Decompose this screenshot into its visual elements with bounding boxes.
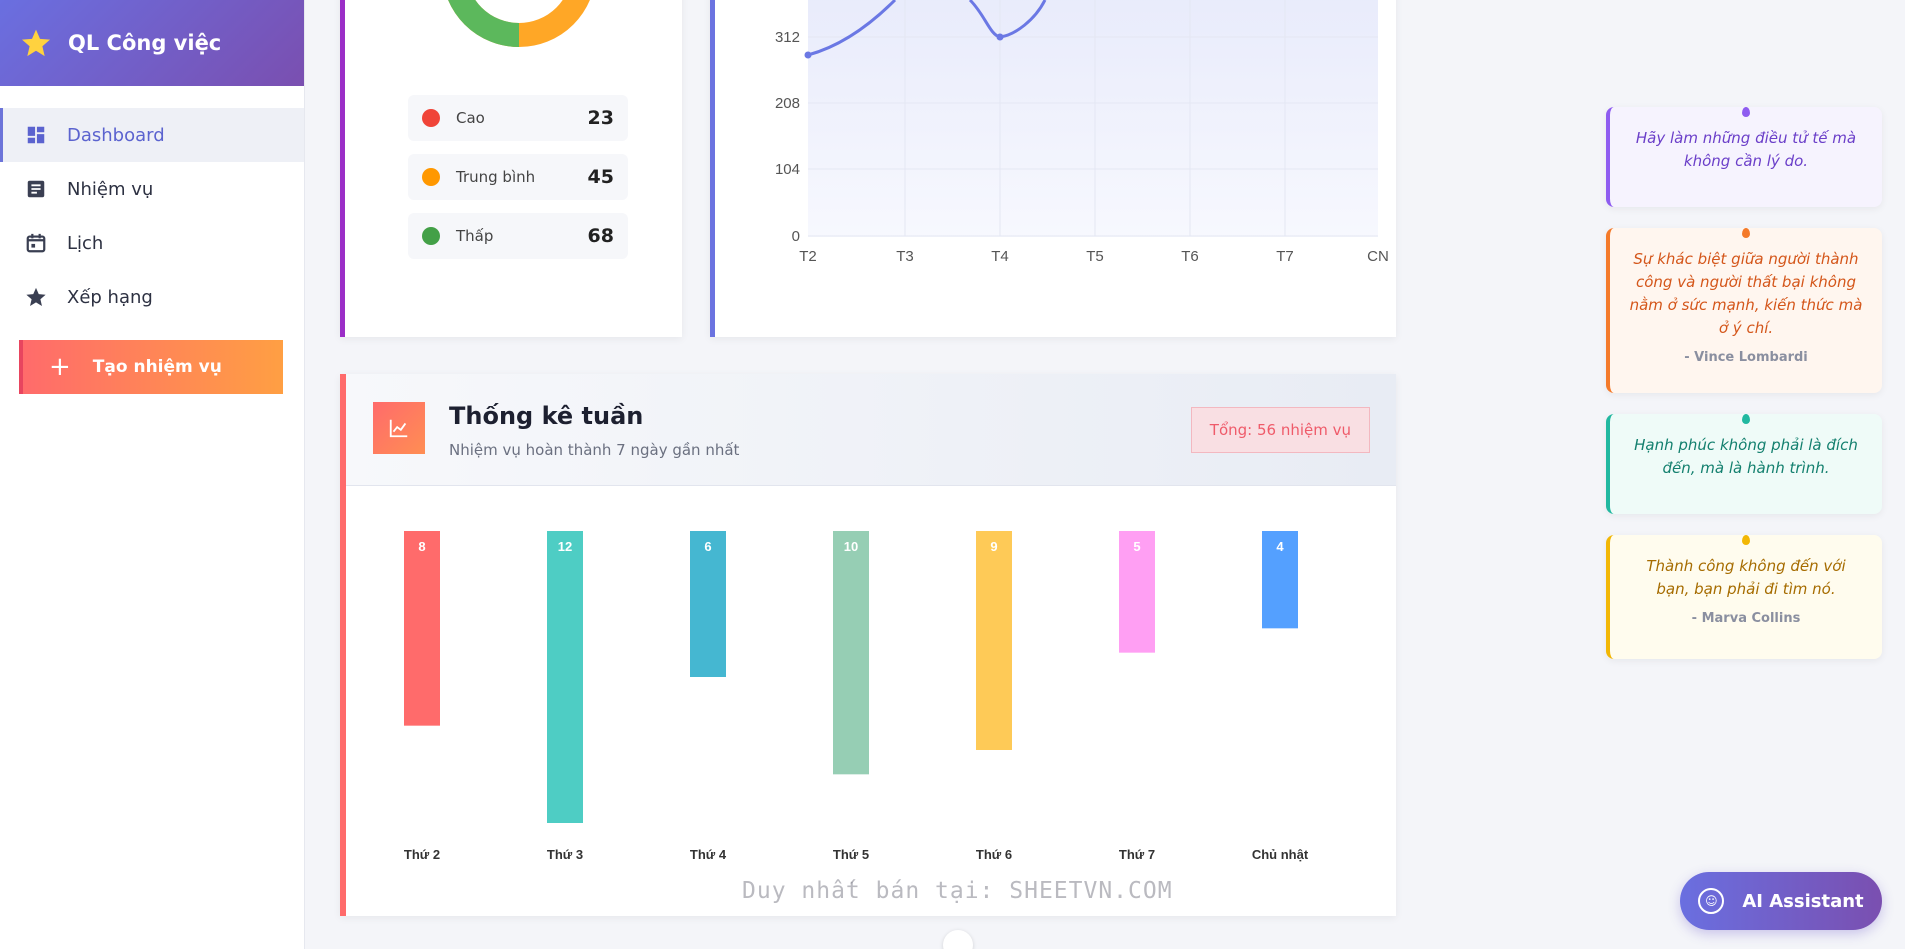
priority-count: 68 [587,225,614,247]
app-title: QL Công việc [68,31,222,55]
bar-4[interactable] [833,531,869,775]
bar-1[interactable] [404,531,440,726]
quote-card: Sự khác biệt giữa người thành công và ng… [1606,228,1882,393]
x-tick-label: CN [1367,248,1389,265]
footer-logo-icon[interactable] [943,930,973,949]
priority-row-medium: Trung bình 45 [408,154,628,200]
x-tick-label: T4 [991,248,1009,265]
sidebar: QL Công việc Dashboard Nhiệm vụ Lịch Xếp… [0,0,305,949]
trend-line-chart: 312 208 104 0 T2 T3 T4 T5 T6 T7 CN [775,0,1389,265]
bar-value-label: 10 [844,539,858,554]
ai-assistant-label: AI Assistant [1742,890,1864,912]
create-task-button[interactable]: + Tạo nhiệm vụ [19,340,283,394]
sidebar-item-calendar[interactable]: Lịch [0,216,304,270]
priority-dot [422,168,440,186]
donut-segment-low [448,0,520,47]
category-label: Chủ nhật [1252,847,1309,862]
quote-card: Thành công không đến với bạn, bạn phải đ… [1606,535,1882,659]
sidebar-item-label: Dashboard [67,124,165,146]
pin-icon [1742,107,1750,117]
weekly-bar-chart: 8 Thứ 2 12 Thứ 3 6 Thứ 4 10 Thứ 5 9 Thứ 6 5 Thứ 7 4 C… [404,531,1309,862]
star-logo-icon [20,27,52,59]
y-tick-label: 208 [775,95,800,112]
weekly-stats-card: Thống kê tuần Nhiệm vụ hoàn thành 7 ngày… [340,374,1396,916]
create-task-label: Tạo nhiệm vụ [92,357,222,377]
priority-row-low: Thấp 68 [408,213,628,259]
total-tasks-badge: Tổng: 56 nhiệm vụ [1190,407,1370,453]
sidebar-nav: Dashboard Nhiệm vụ Lịch Xếp hạng [0,108,304,324]
priority-count: 23 [587,107,614,129]
quote-text: Thành công không đến với bạn, bạn phải đ… [1646,557,1846,598]
sidebar-item-label: Nhiệm vụ [67,178,154,200]
priority-label: Trung bình [456,168,536,186]
sidebar-item-dashboard[interactable]: Dashboard [0,108,304,162]
robot-icon: ☺ [1698,888,1725,914]
category-label: Thứ 3 [547,847,583,862]
brand-header[interactable]: QL Công việc [0,0,304,86]
weekly-stats-title: Thống kê tuần [449,402,644,430]
weekly-stats-subtitle: Nhiệm vụ hoàn thành 7 ngày gần nhất [449,441,740,459]
x-tick-label: T7 [1276,248,1294,265]
category-label: Thứ 6 [976,847,1012,862]
sidebar-item-ranking[interactable]: Xếp hạng [0,270,304,324]
quote-text: Hãy làm những điều tử tế mà không cần lý… [1635,129,1857,170]
pin-icon [1742,414,1750,424]
y-tick-label: 0 [792,228,800,245]
bar-5[interactable] [976,531,1012,750]
bar-value-label: 12 [558,539,572,554]
priority-row-high: Cao 23 [408,95,628,141]
x-tick-label: T5 [1086,248,1104,265]
chart-line-icon [373,402,425,454]
star-icon [24,285,48,309]
sidebar-item-tasks[interactable]: Nhiệm vụ [0,162,304,216]
pin-icon [1742,535,1750,545]
priority-label: Cao [456,109,485,127]
sidebar-item-label: Xếp hạng [67,286,153,308]
quote-text: Hạnh phúc không phải là đích đến, mà là … [1634,436,1858,477]
quote-card: Hạnh phúc không phải là đích đến, mà là … [1606,414,1882,514]
calendar-icon [24,231,48,255]
watermark-text: Duy nhất bán tại: SHEETVN.COM [742,878,1173,904]
priority-donut-chart [440,0,598,60]
bar-3[interactable] [690,531,726,677]
pin-icon [1742,228,1750,238]
y-tick-label: 312 [775,29,800,46]
priority-card: Cao 23 Trung bình 45 Thấp 68 [340,0,682,337]
trend-point [804,51,812,59]
bar-value-label: 8 [418,539,425,554]
task-list-icon [24,177,48,201]
quote-card: Hãy làm những điều tử tế mà không cần lý… [1606,107,1882,207]
category-label: Thứ 4 [690,847,727,862]
weekly-stats-header: Thống kê tuần Nhiệm vụ hoàn thành 7 ngày… [346,374,1396,486]
bar-value-label: 5 [1133,539,1140,554]
dashboard-icon [24,123,48,147]
priority-count: 45 [587,166,614,188]
quote-author: - Marva Collins [1691,611,1801,626]
quote-text: Sự khác biệt giữa người thành công và ng… [1629,250,1863,337]
bar-7[interactable] [1262,531,1298,629]
trend-line-card: 312 208 104 0 T2 T3 T4 T5 T6 T7 CN [710,0,1396,337]
category-label: Thứ 7 [1119,847,1155,862]
bar-value-label: 9 [990,539,997,554]
trend-point [996,33,1004,41]
bar-value-label: 6 [704,539,711,554]
x-tick-label: T2 [799,248,817,265]
category-label: Thứ 2 [404,847,440,862]
bar-2[interactable] [547,531,583,823]
y-tick-label: 104 [775,161,800,178]
ai-assistant-button[interactable]: ☺ AI Assistant [1680,872,1882,930]
priority-dot [422,109,440,127]
priority-dot [422,227,440,245]
priority-label: Thấp [456,227,494,245]
x-tick-label: T3 [896,248,914,265]
quote-author: - Vince Lombardi [1684,350,1808,365]
bar-6[interactable] [1119,531,1155,653]
sidebar-item-label: Lịch [67,232,104,254]
plus-icon: + [49,352,71,382]
x-tick-label: T6 [1181,248,1199,265]
category-label: Thứ 5 [833,847,869,862]
bar-value-label: 4 [1276,539,1284,554]
